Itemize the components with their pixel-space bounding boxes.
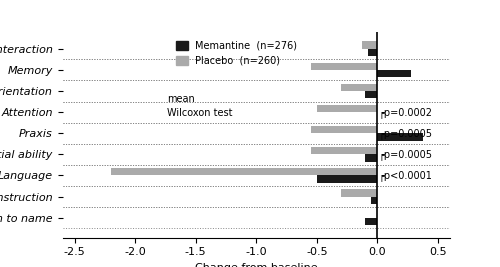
Bar xyxy=(365,91,378,99)
Text: Wilcoxon test: Wilcoxon test xyxy=(167,108,232,118)
Bar xyxy=(341,84,378,91)
Text: ┍p=0.0005: ┍p=0.0005 xyxy=(378,149,432,160)
Text: mean: mean xyxy=(167,94,195,104)
Bar xyxy=(111,168,378,175)
Text: ┍p<0.0001: ┍p<0.0001 xyxy=(378,170,432,181)
Bar xyxy=(372,197,378,204)
Text: ┍p=0.0005: ┍p=0.0005 xyxy=(378,128,432,139)
Bar xyxy=(378,70,411,77)
Bar xyxy=(362,41,378,49)
Legend: Memantine  (n=276), Placebo  (n=260): Memantine (n=276), Placebo (n=260) xyxy=(172,37,301,69)
Bar xyxy=(310,147,378,154)
Bar xyxy=(368,49,378,56)
Bar xyxy=(341,189,378,197)
Bar xyxy=(317,105,378,112)
Bar xyxy=(365,154,378,162)
Text: ┍p=0.0002: ┍p=0.0002 xyxy=(378,107,432,117)
X-axis label: Change from baseline: Change from baseline xyxy=(195,263,318,267)
Bar xyxy=(365,218,378,225)
Bar xyxy=(378,133,424,141)
Bar xyxy=(310,126,378,133)
Bar xyxy=(317,175,378,183)
Bar xyxy=(310,62,378,70)
